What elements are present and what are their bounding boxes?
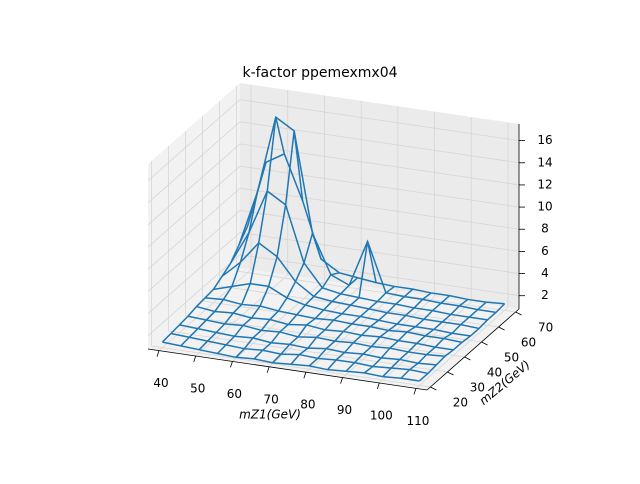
- wire-column: [161, 225, 249, 343]
- z-tick-label: 4: [541, 266, 549, 280]
- pane-back: [240, 83, 519, 309]
- grid-line: [147, 232, 241, 314]
- z-tick-label: 14: [537, 155, 552, 169]
- z-tick-label: 2: [541, 288, 549, 302]
- tick-mark: [498, 326, 505, 331]
- wire-column: [180, 162, 267, 347]
- y-tick-label: 40: [487, 366, 502, 380]
- grid-line: [415, 307, 509, 389]
- tick-mark: [340, 377, 343, 384]
- grid-line: [147, 210, 241, 292]
- tick-mark: [515, 311, 522, 316]
- grid-line: [268, 285, 362, 368]
- grid-line: [168, 330, 448, 373]
- grid-line: [239, 232, 520, 274]
- grid-line: [158, 269, 252, 351]
- tick-mark: [230, 361, 233, 368]
- wire-column: [216, 130, 304, 355]
- wire-column: [345, 292, 432, 372]
- grid-line: [151, 345, 431, 388]
- wire-column: [290, 241, 377, 365]
- grid-line: [239, 143, 520, 186]
- grid-line: [239, 165, 520, 208]
- pane-side: [148, 83, 240, 349]
- z-tick-label: 6: [541, 244, 549, 258]
- grid-line: [239, 121, 520, 164]
- wire-column: [272, 277, 359, 364]
- tick-mark: [447, 371, 454, 376]
- tick-mark: [413, 388, 417, 395]
- x-tick-label: 70: [264, 392, 279, 406]
- grid-line: [185, 315, 465, 358]
- grid-line: [236, 270, 516, 313]
- y-tick-label: 20: [453, 396, 468, 410]
- wire-column: [235, 230, 322, 358]
- z-tick-label: 10: [537, 200, 552, 214]
- tick-mark: [430, 386, 437, 391]
- wire-column: [363, 295, 451, 374]
- z-tick-label: 12: [537, 177, 552, 191]
- wire-column: [400, 301, 487, 379]
- z-tick-label: 8: [541, 222, 549, 236]
- y-axis-line: [426, 308, 520, 391]
- grid-line: [147, 121, 241, 204]
- y-tick-label: 50: [504, 351, 519, 365]
- grid-line: [147, 143, 241, 226]
- grid-line: [147, 254, 241, 337]
- x-tick-label: 80: [300, 398, 315, 412]
- tick-mark: [481, 341, 488, 346]
- wire-column: [418, 303, 506, 382]
- tick-mark: [464, 356, 471, 361]
- tick-mark: [193, 355, 197, 363]
- z-tick-label: 16: [537, 133, 552, 147]
- x-axis-label: mZ1(GeV): [239, 408, 301, 422]
- grid-line: [147, 165, 241, 248]
- grid-line: [147, 99, 241, 181]
- wire-column: [253, 272, 340, 360]
- x-tick-label: 40: [153, 376, 168, 390]
- wire-column: [327, 288, 414, 371]
- y-tick-label: 30: [470, 381, 485, 395]
- tick-mark: [266, 366, 270, 373]
- tick-mark: [156, 350, 160, 357]
- x-tick-label: 110: [407, 414, 430, 428]
- x-tick-label: 100: [370, 408, 393, 422]
- grid-line: [239, 209, 520, 252]
- grid-line: [232, 280, 325, 362]
- grid-line: [147, 187, 241, 270]
- grid-line: [239, 99, 520, 142]
- x-axis-line: [147, 348, 428, 391]
- y-tick-label: 60: [521, 336, 536, 350]
- tick-mark: [303, 372, 307, 379]
- x-tick-label: 90: [337, 403, 352, 417]
- wire-column: [198, 116, 286, 351]
- chart-title: k-factor ppemexmx04: [242, 65, 397, 81]
- wire-column: [382, 298, 469, 378]
- wire-column: [308, 285, 395, 367]
- x-tick-label: 50: [190, 382, 205, 396]
- tick-mark: [376, 382, 380, 390]
- x-tick-label: 60: [227, 387, 242, 401]
- y-tick-label: 70: [538, 321, 553, 335]
